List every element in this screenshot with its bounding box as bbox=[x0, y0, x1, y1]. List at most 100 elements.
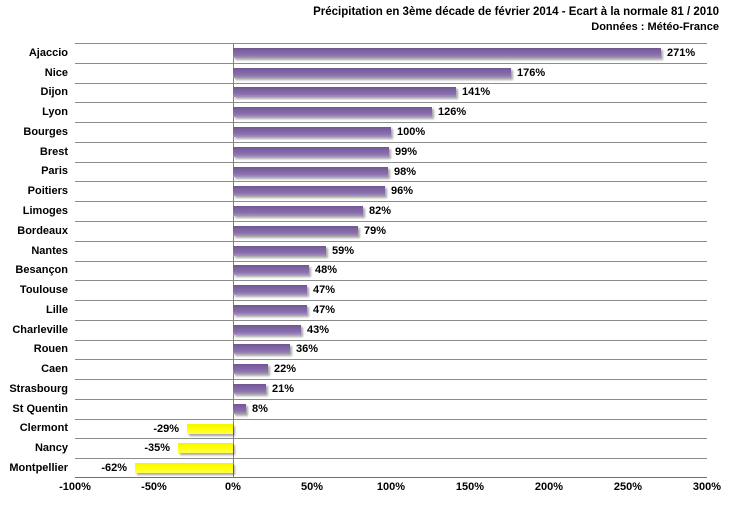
bar-nancy bbox=[178, 443, 233, 454]
category-label: Caen bbox=[41, 363, 68, 376]
category-gridline bbox=[75, 63, 707, 64]
category-label: Nancy bbox=[34, 442, 68, 455]
x-tick-label: 100% bbox=[376, 481, 406, 493]
data-label: 8% bbox=[252, 402, 268, 415]
bar-nice bbox=[233, 67, 511, 78]
category-gridline bbox=[75, 142, 707, 143]
category-gridline bbox=[75, 340, 707, 341]
category-gridline bbox=[75, 379, 707, 380]
bar-poitiers bbox=[233, 186, 385, 197]
bar-lyon bbox=[233, 107, 432, 118]
data-label: 96% bbox=[391, 185, 414, 198]
category-label: Toulouse bbox=[19, 284, 68, 297]
bar-paris bbox=[233, 166, 388, 177]
category-label: Bordeaux bbox=[17, 224, 68, 237]
category-gridline bbox=[75, 43, 707, 44]
chart-title: Précipitation en 3ème décade de février … bbox=[313, 6, 719, 18]
x-tick-label: 50% bbox=[300, 481, 324, 493]
data-label: 43% bbox=[307, 323, 330, 336]
x-tick-label: -50% bbox=[141, 481, 167, 493]
bar-bordeaux bbox=[233, 225, 358, 236]
category-label: Charleville bbox=[12, 323, 68, 336]
x-tick-label: 0% bbox=[225, 481, 241, 493]
category-label: Lille bbox=[45, 303, 68, 316]
category-gridline bbox=[75, 221, 707, 222]
category-gridline bbox=[75, 280, 707, 281]
category-label: Nantes bbox=[31, 244, 68, 257]
category-gridline bbox=[75, 102, 707, 103]
category-gridline bbox=[75, 181, 707, 182]
category-label: St Quentin bbox=[12, 402, 68, 415]
category-gridline bbox=[75, 241, 707, 242]
x-tick-label: 200% bbox=[534, 481, 564, 493]
x-tick-label: -100% bbox=[59, 481, 91, 493]
bar-ajaccio bbox=[233, 47, 661, 58]
data-label: 98% bbox=[394, 165, 417, 178]
category-gridline bbox=[75, 320, 707, 321]
category-label: Rouen bbox=[33, 343, 68, 356]
chart-subtitle: Données : Météo-France bbox=[591, 21, 719, 33]
data-label: 271% bbox=[667, 46, 696, 59]
data-label: 100% bbox=[397, 125, 426, 138]
data-label: 99% bbox=[395, 145, 418, 158]
chart-header: Précipitation en 3ème décade de février … bbox=[313, 5, 719, 35]
category-gridline bbox=[75, 458, 707, 459]
category-gridline bbox=[75, 419, 707, 420]
data-label: 126% bbox=[438, 106, 467, 119]
value-axis: -100% -50% 0% 50% 100% 150% 200% 250% 300% bbox=[0, 481, 729, 499]
bar-montpellier bbox=[135, 463, 233, 474]
category-gridline bbox=[75, 83, 707, 84]
bar-rouen bbox=[233, 344, 290, 355]
data-label: 47% bbox=[313, 303, 336, 316]
data-label: 176% bbox=[517, 66, 546, 79]
category-gridline bbox=[75, 359, 707, 360]
value-axis-baseline bbox=[75, 477, 707, 478]
category-label: Dijon bbox=[40, 86, 69, 99]
data-label: 141% bbox=[462, 86, 491, 99]
category-gridline bbox=[75, 300, 707, 301]
data-label: 48% bbox=[315, 264, 338, 277]
category-label: Limoges bbox=[22, 205, 68, 217]
category-label: Strasbourg bbox=[9, 382, 68, 395]
bar-brest bbox=[233, 146, 389, 157]
bar-bourges bbox=[233, 126, 391, 137]
data-label: -62% bbox=[101, 462, 127, 475]
bar-clermont bbox=[187, 423, 233, 434]
x-tick-label: 250% bbox=[613, 481, 643, 493]
bar-besançon bbox=[233, 265, 309, 276]
x-tick-label: 300% bbox=[692, 481, 722, 493]
category-gridline bbox=[75, 399, 707, 400]
category-gridline bbox=[75, 201, 707, 202]
bar-caen bbox=[233, 364, 268, 375]
category-label: Brest bbox=[39, 145, 68, 158]
data-label: 36% bbox=[296, 343, 319, 356]
bar-nantes bbox=[233, 245, 326, 256]
category-gridline bbox=[75, 162, 707, 163]
data-label: 79% bbox=[364, 224, 387, 237]
category-label: Montpellier bbox=[9, 461, 68, 474]
category-axis-labels: Ajaccio Nice Dijon Lyon Bourges Brest Paris Poi… bbox=[0, 43, 68, 478]
category-label: Nice bbox=[44, 66, 68, 79]
plot-area: 271% 176% 141% 126% 100% 99% 98% 96% 82% 79% 59% 48… bbox=[75, 43, 707, 478]
data-label: 82% bbox=[369, 205, 392, 218]
data-label: 59% bbox=[332, 244, 355, 257]
category-label: Ajaccio bbox=[28, 46, 68, 59]
category-label: Poitiers bbox=[27, 185, 68, 198]
category-gridline bbox=[75, 261, 707, 262]
category-label: Paris bbox=[41, 165, 68, 178]
bar-dijon bbox=[233, 87, 456, 98]
category-gridline bbox=[75, 122, 707, 123]
bar-strasbourg bbox=[233, 384, 266, 395]
zero-axis-line bbox=[233, 43, 234, 478]
category-label: Lyon bbox=[42, 106, 68, 119]
category-label: Clermont bbox=[19, 422, 68, 435]
data-label: -35% bbox=[144, 442, 170, 455]
bar-limoges bbox=[233, 206, 363, 217]
category-gridline bbox=[75, 438, 707, 439]
data-label: 21% bbox=[272, 383, 295, 395]
data-label: 47% bbox=[313, 284, 336, 297]
bar-charleville bbox=[233, 324, 301, 335]
category-label: Besançon bbox=[15, 264, 68, 277]
x-tick-label: 150% bbox=[455, 481, 485, 493]
